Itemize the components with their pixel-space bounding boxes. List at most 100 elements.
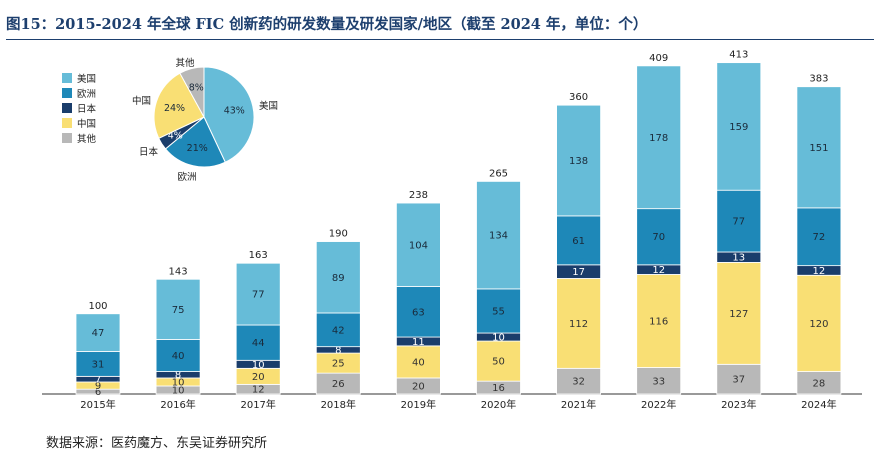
x-tick-label: 2018年 — [321, 398, 356, 411]
bar-segment — [476, 288, 521, 334]
data-label: 8 — [175, 370, 181, 381]
data-source: 数据来源：医药魔方、东吴证券研究所 — [46, 436, 268, 451]
data-label: 178 — [649, 133, 668, 144]
data-label: 63 — [412, 307, 425, 318]
bar-segment — [155, 278, 201, 340]
data-label: 42 — [332, 325, 345, 336]
bar-segment — [796, 86, 842, 209]
pie-category-label: 中国 — [132, 95, 151, 107]
data-label: 26 — [332, 379, 345, 390]
bar-segment — [155, 339, 201, 372]
bar-segment — [716, 262, 762, 365]
bar-segment — [796, 207, 842, 267]
legend-label: 美国 — [77, 73, 97, 85]
total-label: 100 — [88, 301, 107, 312]
legend-item: 美国 — [62, 70, 96, 85]
data-label: 25 — [332, 359, 345, 370]
data-label: 11 — [412, 337, 425, 348]
bar-segment — [476, 180, 521, 290]
x-tick-label: 2020年 — [481, 398, 516, 411]
x-tick-label: 2015年 — [80, 398, 115, 411]
pie-percent-label: 8% — [189, 82, 204, 93]
data-label: 89 — [332, 273, 345, 284]
legend-item: 日本 — [62, 100, 96, 115]
data-label: 7 — [95, 375, 101, 386]
legend: 美国 欧洲 日本 中国 其他 — [62, 70, 96, 145]
data-label: 16 — [492, 383, 505, 394]
legend-swatch — [62, 102, 72, 113]
data-label: 40 — [412, 357, 425, 368]
legend-label: 其他 — [77, 133, 97, 145]
data-label: 10 — [252, 360, 265, 371]
data-label: 12 — [813, 266, 826, 277]
bar-segment — [315, 241, 361, 314]
bar-segment — [716, 189, 762, 253]
data-label: 138 — [569, 156, 588, 167]
legend-item: 其他 — [62, 130, 96, 145]
data-label: 10 — [172, 385, 185, 396]
pie-percent-label: 24% — [164, 103, 185, 114]
pie-slice — [179, 66, 205, 118]
data-label: 13 — [732, 253, 745, 264]
legend-swatch — [62, 132, 72, 143]
data-label: 104 — [409, 240, 428, 251]
chart-title: 图15：2015-2024 年全球 FIC 创新药的研发数量及研发国家/地区（截… — [6, 16, 648, 33]
data-label: 9 — [95, 381, 101, 392]
pie-slice — [164, 116, 226, 168]
data-label: 31 — [92, 359, 105, 370]
pie-category-label: 欧洲 — [177, 171, 196, 183]
data-label: 12 — [652, 265, 665, 276]
bar-segment — [75, 313, 121, 352]
data-label: 33 — [652, 376, 665, 387]
bar-segment — [636, 274, 682, 368]
bar-segment — [556, 278, 601, 369]
legend-swatch — [62, 87, 72, 98]
bar-segment — [235, 324, 281, 361]
data-label: 28 — [813, 378, 826, 389]
data-label: 55 — [492, 306, 505, 317]
data-label: 61 — [572, 236, 585, 247]
data-label: 10 — [492, 333, 505, 344]
pie-category-label: 美国 — [259, 100, 278, 112]
legend-label: 欧洲 — [77, 88, 97, 100]
data-label: 44 — [252, 338, 265, 349]
data-label: 37 — [732, 375, 745, 386]
total-label: 413 — [729, 50, 748, 61]
data-label: 120 — [809, 319, 828, 330]
legend-swatch — [62, 117, 72, 128]
x-tick-label: 2016年 — [160, 398, 195, 411]
legend-label: 中国 — [77, 118, 97, 130]
data-label: 47 — [92, 328, 105, 339]
legend-label: 日本 — [77, 103, 97, 115]
data-label: 8 — [335, 345, 341, 356]
data-label: 10 — [172, 377, 185, 388]
bar-segment — [556, 104, 601, 217]
data-label: 32 — [572, 377, 585, 388]
total-label: 383 — [809, 74, 828, 85]
data-label: 77 — [732, 217, 745, 228]
pie-percent-label: 43% — [224, 106, 245, 117]
data-label: 20 — [412, 381, 425, 392]
data-label: 75 — [172, 305, 185, 316]
x-tick-label: 2023年 — [721, 398, 756, 411]
data-label: 70 — [652, 232, 665, 243]
total-label: 360 — [569, 92, 588, 103]
data-label: 151 — [809, 143, 828, 154]
legend-item: 中国 — [62, 115, 96, 130]
data-label: 17 — [572, 267, 585, 278]
x-tick-label: 2019年 — [401, 398, 436, 411]
data-label: 40 — [172, 351, 185, 362]
bar-segment — [556, 215, 601, 266]
x-tick-label: 2021年 — [561, 398, 596, 411]
data-label: 116 — [649, 316, 668, 327]
total-label: 143 — [169, 266, 188, 277]
pie-category-label: 日本 — [139, 146, 159, 158]
data-label: 20 — [252, 372, 265, 383]
total-label: 265 — [489, 168, 508, 179]
pie-category-label: 其他 — [175, 57, 195, 69]
total-label: 409 — [649, 53, 668, 64]
bar-segment — [476, 340, 521, 382]
data-label: 134 — [489, 231, 508, 242]
x-tick-label: 2017年 — [240, 398, 275, 411]
data-label: 77 — [252, 290, 265, 301]
